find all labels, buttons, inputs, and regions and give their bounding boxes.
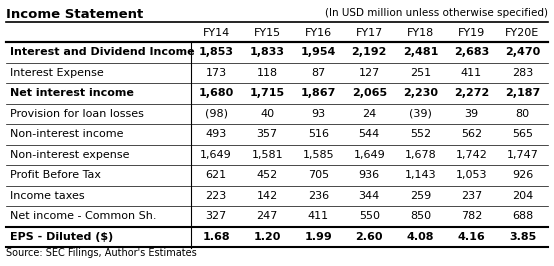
Text: 936: 936 bbox=[359, 170, 380, 180]
Text: 1,742: 1,742 bbox=[455, 150, 488, 160]
Text: 2,470: 2,470 bbox=[505, 47, 540, 57]
Text: 87: 87 bbox=[311, 68, 325, 78]
Text: FY16: FY16 bbox=[305, 28, 332, 38]
Text: 1,678: 1,678 bbox=[404, 150, 436, 160]
Text: 411: 411 bbox=[461, 68, 482, 78]
Text: 118: 118 bbox=[257, 68, 278, 78]
Text: 516: 516 bbox=[307, 129, 329, 139]
Text: 39: 39 bbox=[464, 109, 479, 119]
Text: Interest Expense: Interest Expense bbox=[10, 68, 104, 78]
Text: 1,680: 1,680 bbox=[198, 88, 234, 98]
Text: (39): (39) bbox=[409, 109, 432, 119]
Text: 705: 705 bbox=[307, 170, 329, 180]
Text: 247: 247 bbox=[257, 211, 278, 221]
Text: Non-interest expense: Non-interest expense bbox=[10, 150, 130, 160]
Text: 2,481: 2,481 bbox=[403, 47, 438, 57]
Text: FY19: FY19 bbox=[458, 28, 485, 38]
Text: Profit Before Tax: Profit Before Tax bbox=[10, 170, 101, 180]
Text: 2,272: 2,272 bbox=[454, 88, 489, 98]
Text: 24: 24 bbox=[362, 109, 376, 119]
Text: 93: 93 bbox=[311, 109, 325, 119]
Text: 4.08: 4.08 bbox=[407, 232, 434, 242]
Text: FY17: FY17 bbox=[356, 28, 383, 38]
Text: 357: 357 bbox=[257, 129, 278, 139]
Text: 1,581: 1,581 bbox=[252, 150, 283, 160]
Text: FY20E: FY20E bbox=[505, 28, 540, 38]
Text: 173: 173 bbox=[206, 68, 227, 78]
Text: 2,187: 2,187 bbox=[505, 88, 540, 98]
Text: 550: 550 bbox=[359, 211, 380, 221]
Text: 283: 283 bbox=[512, 68, 533, 78]
Text: 1,867: 1,867 bbox=[301, 88, 336, 98]
Text: 1,747: 1,747 bbox=[506, 150, 538, 160]
Text: 223: 223 bbox=[206, 191, 227, 201]
Text: 1,853: 1,853 bbox=[199, 47, 234, 57]
Text: 621: 621 bbox=[206, 170, 227, 180]
Text: 142: 142 bbox=[257, 191, 278, 201]
Text: 80: 80 bbox=[515, 109, 530, 119]
Text: 688: 688 bbox=[512, 211, 533, 221]
Text: 1,649: 1,649 bbox=[353, 150, 385, 160]
Text: Income Statement: Income Statement bbox=[6, 8, 143, 21]
Text: 344: 344 bbox=[358, 191, 380, 201]
Text: 452: 452 bbox=[257, 170, 278, 180]
Text: 40: 40 bbox=[260, 109, 274, 119]
Text: 850: 850 bbox=[410, 211, 431, 221]
Text: 1.99: 1.99 bbox=[304, 232, 332, 242]
Text: Provision for loan losses: Provision for loan losses bbox=[10, 109, 144, 119]
Text: Net income - Common Sh.: Net income - Common Sh. bbox=[10, 211, 156, 221]
Text: Non-interest income: Non-interest income bbox=[10, 129, 124, 139]
Text: (98): (98) bbox=[204, 109, 228, 119]
Text: Source: SEC Filings, Author's Estimates: Source: SEC Filings, Author's Estimates bbox=[6, 248, 197, 258]
Text: 926: 926 bbox=[512, 170, 533, 180]
Text: 1,649: 1,649 bbox=[200, 150, 232, 160]
Text: 1.68: 1.68 bbox=[202, 232, 230, 242]
Text: Interest and Dividend Income: Interest and Dividend Income bbox=[10, 47, 194, 57]
Text: 259: 259 bbox=[410, 191, 431, 201]
Text: 552: 552 bbox=[410, 129, 431, 139]
Text: 2.60: 2.60 bbox=[356, 232, 383, 242]
Text: 565: 565 bbox=[512, 129, 533, 139]
Text: 4.16: 4.16 bbox=[458, 232, 485, 242]
Text: 2,230: 2,230 bbox=[403, 88, 438, 98]
Text: 327: 327 bbox=[206, 211, 227, 221]
Text: 204: 204 bbox=[512, 191, 533, 201]
Text: Net interest income: Net interest income bbox=[10, 88, 134, 98]
Text: 544: 544 bbox=[358, 129, 380, 139]
Text: 1,715: 1,715 bbox=[250, 88, 285, 98]
Text: 1,143: 1,143 bbox=[404, 170, 436, 180]
Text: 493: 493 bbox=[206, 129, 227, 139]
Text: 1,954: 1,954 bbox=[301, 47, 336, 57]
Text: 251: 251 bbox=[410, 68, 431, 78]
Text: 2,683: 2,683 bbox=[454, 47, 489, 57]
Text: FY15: FY15 bbox=[254, 28, 281, 38]
Text: 1.20: 1.20 bbox=[254, 232, 281, 242]
Text: 3.85: 3.85 bbox=[509, 232, 536, 242]
Text: 782: 782 bbox=[461, 211, 482, 221]
Text: 1,585: 1,585 bbox=[302, 150, 334, 160]
Text: 236: 236 bbox=[307, 191, 329, 201]
Text: EPS - Diluted ($): EPS - Diluted ($) bbox=[10, 232, 113, 242]
Text: 237: 237 bbox=[461, 191, 482, 201]
Text: 1,053: 1,053 bbox=[455, 170, 487, 180]
Text: 1,833: 1,833 bbox=[250, 47, 285, 57]
Text: 562: 562 bbox=[461, 129, 482, 139]
Text: (In USD million unless otherwise specified): (In USD million unless otherwise specifi… bbox=[325, 8, 548, 18]
Text: FY18: FY18 bbox=[407, 28, 434, 38]
Text: 2,065: 2,065 bbox=[352, 88, 387, 98]
Text: 2,192: 2,192 bbox=[352, 47, 387, 57]
Text: 127: 127 bbox=[358, 68, 380, 78]
Text: 411: 411 bbox=[307, 211, 329, 221]
Text: Income taxes: Income taxes bbox=[10, 191, 85, 201]
Text: FY14: FY14 bbox=[203, 28, 230, 38]
